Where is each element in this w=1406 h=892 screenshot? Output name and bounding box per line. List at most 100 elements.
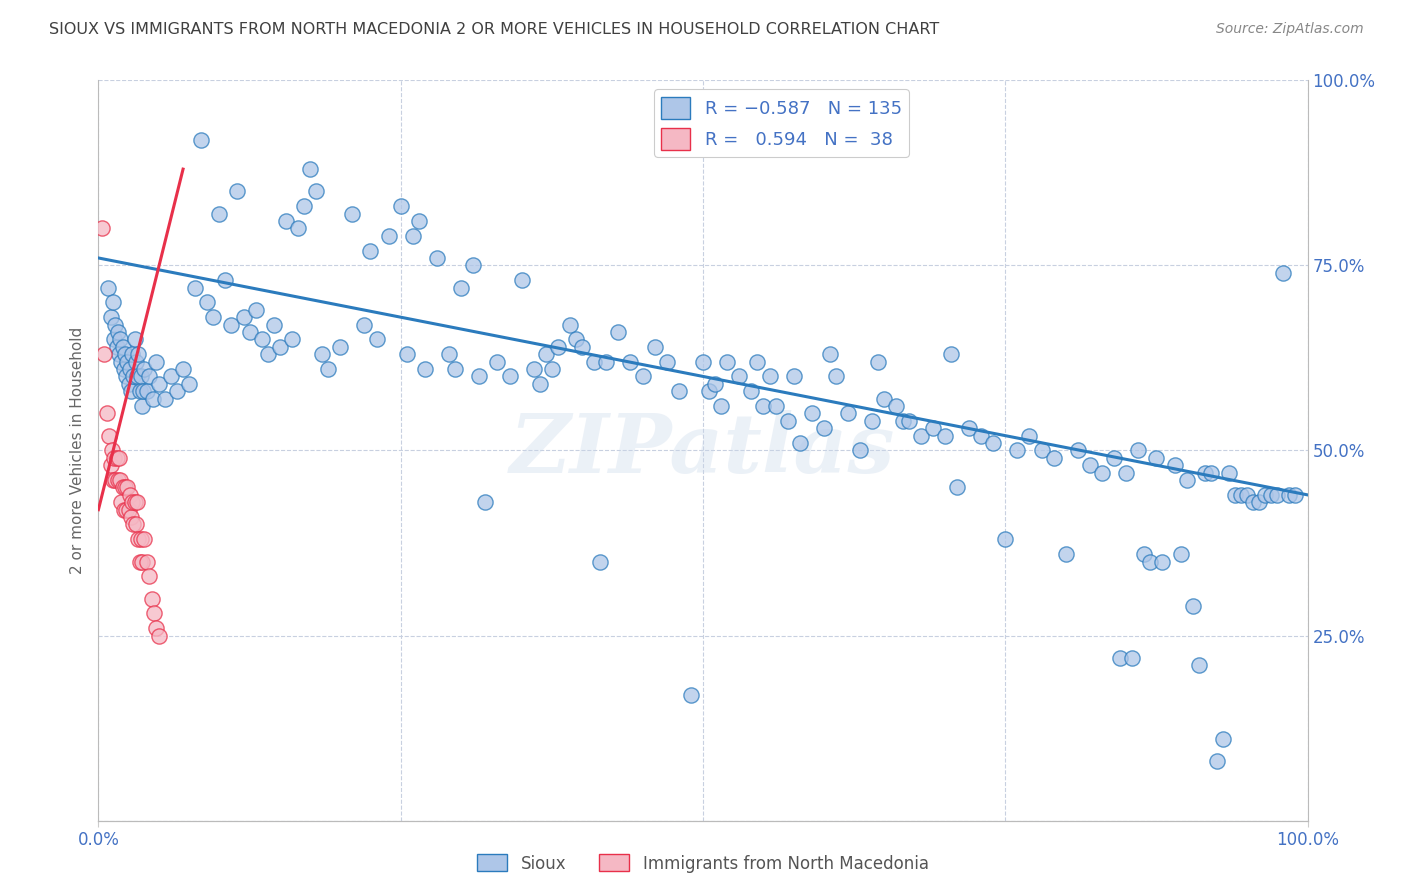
Point xyxy=(128,384,150,399)
Point xyxy=(120,384,142,399)
Point xyxy=(1133,547,1156,561)
Point xyxy=(679,688,702,702)
Point xyxy=(97,280,120,294)
Point xyxy=(510,273,533,287)
Point xyxy=(873,392,896,406)
Point xyxy=(468,369,491,384)
Point xyxy=(1175,473,1198,487)
Point xyxy=(1146,450,1168,465)
Point xyxy=(1128,443,1150,458)
Point xyxy=(131,555,153,569)
Point xyxy=(129,369,152,384)
Point xyxy=(153,392,176,406)
Point xyxy=(299,162,322,177)
Point xyxy=(1223,488,1246,502)
Point xyxy=(103,450,125,465)
Point xyxy=(103,332,125,346)
Point xyxy=(970,428,993,442)
Point xyxy=(957,421,980,435)
Point xyxy=(1278,488,1301,502)
Point xyxy=(486,354,509,368)
Point xyxy=(837,407,859,421)
Point xyxy=(395,347,418,361)
Point xyxy=(1181,599,1204,613)
Point xyxy=(96,407,118,421)
Point xyxy=(939,347,962,361)
Point xyxy=(474,495,496,509)
Point xyxy=(910,428,932,442)
Point xyxy=(547,340,569,354)
Point xyxy=(534,347,557,361)
Point xyxy=(752,399,775,413)
Point xyxy=(214,273,236,287)
Point xyxy=(127,495,149,509)
Point xyxy=(239,325,262,339)
Point xyxy=(281,332,304,346)
Point xyxy=(195,295,218,310)
Point xyxy=(800,407,823,421)
Point xyxy=(529,376,551,391)
Point xyxy=(389,199,412,213)
Point xyxy=(619,354,641,368)
Point xyxy=(145,621,167,635)
Point xyxy=(589,555,612,569)
Point xyxy=(316,362,339,376)
Point xyxy=(111,340,134,354)
Point xyxy=(125,354,148,368)
Point xyxy=(413,362,436,376)
Point xyxy=(184,280,207,294)
Point xyxy=(583,354,606,368)
Point xyxy=(329,340,352,354)
Point xyxy=(100,310,122,325)
Point xyxy=(946,480,969,494)
Point xyxy=(131,399,153,413)
Point xyxy=(172,362,194,376)
Point xyxy=(891,414,914,428)
Point xyxy=(1152,555,1174,569)
Point xyxy=(138,369,160,384)
Point xyxy=(450,280,472,294)
Point xyxy=(132,384,155,399)
Point xyxy=(1054,547,1077,561)
Point xyxy=(747,354,769,368)
Point xyxy=(558,318,581,332)
Point xyxy=(1139,555,1161,569)
Point xyxy=(765,399,787,413)
Point xyxy=(402,228,425,243)
Point xyxy=(1230,488,1253,502)
Point xyxy=(145,354,167,368)
Point xyxy=(124,495,146,509)
Point xyxy=(813,421,835,435)
Point xyxy=(93,347,115,361)
Point xyxy=(1170,547,1192,561)
Point xyxy=(118,502,141,516)
Point xyxy=(1102,450,1125,465)
Y-axis label: 2 or more Vehicles in Household: 2 or more Vehicles in Household xyxy=(70,326,86,574)
Point xyxy=(148,628,170,642)
Point xyxy=(101,295,124,310)
Point xyxy=(250,332,273,346)
Point xyxy=(111,480,134,494)
Point xyxy=(994,533,1017,547)
Point xyxy=(232,310,254,325)
Point xyxy=(631,369,654,384)
Point xyxy=(1188,658,1211,673)
Point xyxy=(108,473,131,487)
Point xyxy=(463,259,485,273)
Point xyxy=(202,310,225,325)
Point xyxy=(1284,488,1306,502)
Point xyxy=(408,214,430,228)
Point xyxy=(110,495,132,509)
Point xyxy=(269,340,291,354)
Point xyxy=(108,450,131,465)
Point xyxy=(245,302,267,317)
Point xyxy=(134,533,156,547)
Point xyxy=(128,555,150,569)
Legend: Sioux, Immigrants from North Macedonia: Sioux, Immigrants from North Macedonia xyxy=(471,847,935,880)
Point xyxy=(104,318,127,332)
Point xyxy=(710,399,733,413)
Point xyxy=(114,480,136,494)
Point xyxy=(523,362,546,376)
Point xyxy=(127,533,149,547)
Point xyxy=(311,347,333,361)
